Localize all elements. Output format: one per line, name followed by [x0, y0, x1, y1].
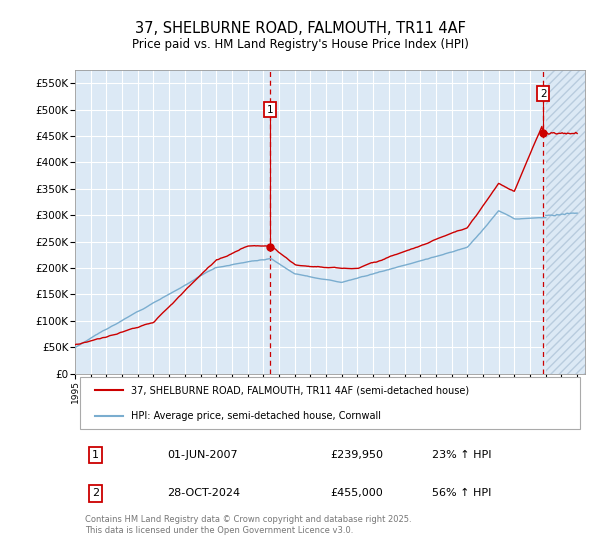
Text: 1: 1	[266, 105, 273, 115]
Text: 56% ↑ HPI: 56% ↑ HPI	[432, 488, 491, 498]
Text: HPI: Average price, semi-detached house, Cornwall: HPI: Average price, semi-detached house,…	[131, 410, 381, 421]
FancyBboxPatch shape	[80, 377, 580, 429]
Text: 28-OCT-2024: 28-OCT-2024	[167, 488, 240, 498]
Text: 1: 1	[92, 450, 99, 460]
Text: 37, SHELBURNE ROAD, FALMOUTH, TR11 4AF (semi-detached house): 37, SHELBURNE ROAD, FALMOUTH, TR11 4AF (…	[131, 385, 469, 395]
Text: 01-JUN-2007: 01-JUN-2007	[167, 450, 238, 460]
Bar	[546, 70, 585, 374]
Text: 23% ↑ HPI: 23% ↑ HPI	[432, 450, 491, 460]
Text: £455,000: £455,000	[330, 488, 383, 498]
Text: Contains HM Land Registry data © Crown copyright and database right 2025.
This d: Contains HM Land Registry data © Crown c…	[85, 516, 412, 535]
Text: 2: 2	[92, 488, 99, 498]
Text: Price paid vs. HM Land Registry's House Price Index (HPI): Price paid vs. HM Land Registry's House …	[131, 38, 469, 51]
Text: £239,950: £239,950	[330, 450, 383, 460]
Text: 2: 2	[540, 89, 547, 99]
Text: 37, SHELBURNE ROAD, FALMOUTH, TR11 4AF: 37, SHELBURNE ROAD, FALMOUTH, TR11 4AF	[134, 21, 466, 36]
